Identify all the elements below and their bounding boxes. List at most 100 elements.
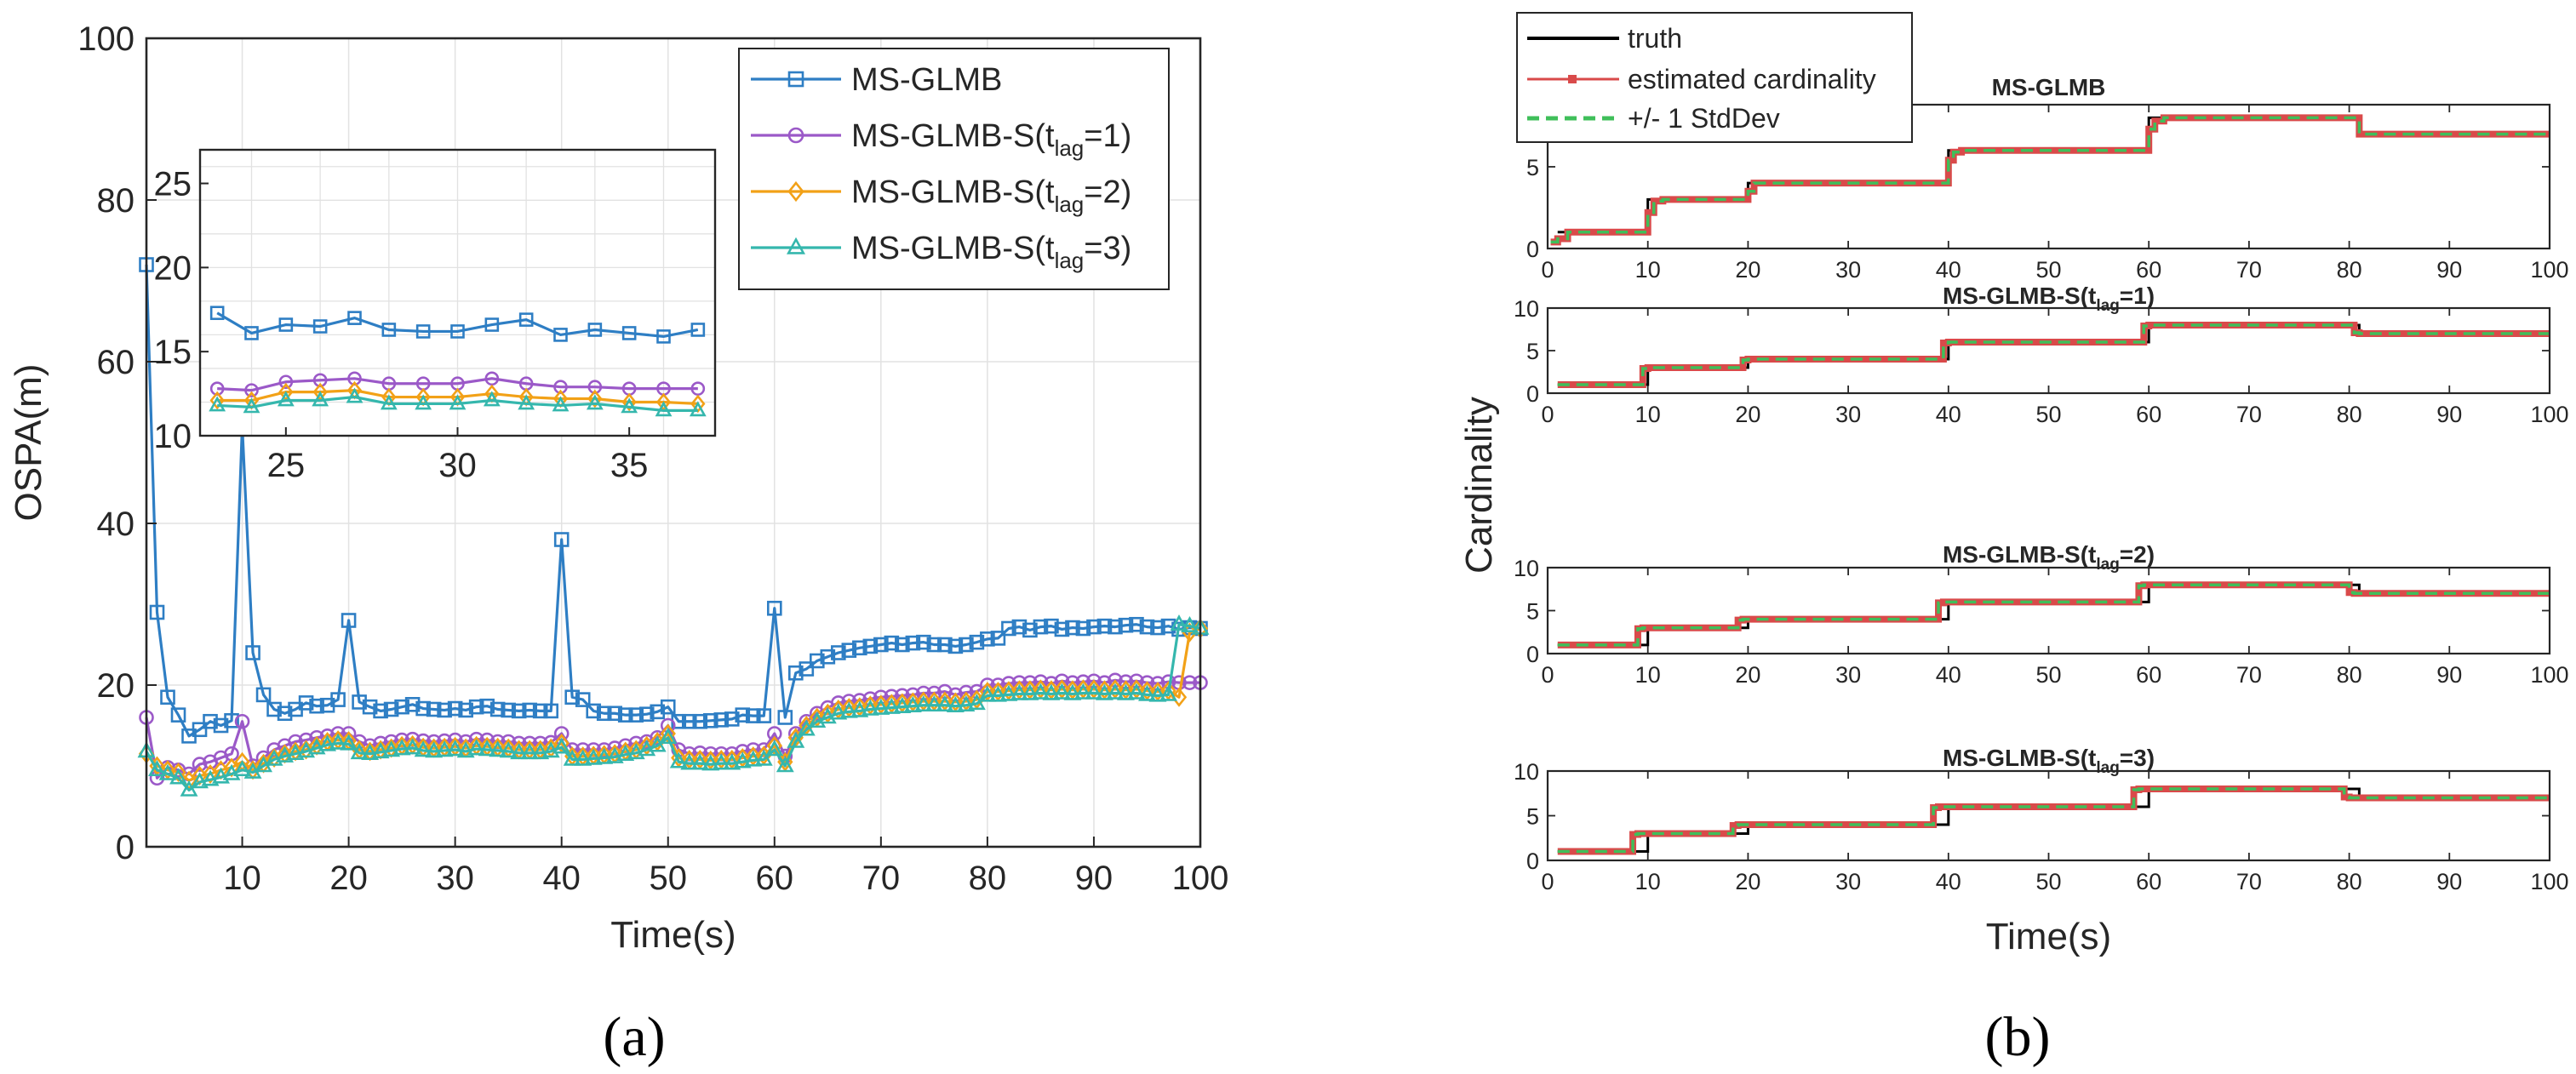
x-tick-label: 60 xyxy=(756,860,794,897)
data-point-ms_glmb xyxy=(980,631,995,647)
data-point-s3 xyxy=(924,695,943,712)
inset-data-point-s3 xyxy=(415,394,432,410)
x-tick-label: 90 xyxy=(2436,257,2462,283)
data-point-ms_glmb xyxy=(862,638,879,654)
x-tick-label: 50 xyxy=(2035,402,2061,427)
data-point-s1 xyxy=(234,713,250,729)
data-point-s3 xyxy=(957,695,976,712)
data-point-ms_glmb xyxy=(404,696,421,712)
data-point-s3 xyxy=(893,696,912,713)
data-point-ms_glmb xyxy=(330,692,346,707)
data-point-s2 xyxy=(1043,680,1060,700)
data-point-ms_glmb xyxy=(895,637,910,653)
x-tick-label: 50 xyxy=(2035,869,2061,894)
estimate-line xyxy=(1557,322,2550,388)
data-point-s3 xyxy=(839,701,858,718)
data-point-ms_glmb xyxy=(224,712,239,728)
data-point-ms_glmb xyxy=(564,689,581,706)
data-point-ms_glmb xyxy=(628,707,644,723)
inset-data-point-s3 xyxy=(483,391,501,407)
legend: truth estimated cardinality +/- 1 StdDev xyxy=(1516,12,1913,143)
data-point-ms_glmb xyxy=(852,640,867,656)
x-tick-label: 30 xyxy=(436,860,474,897)
data-point-ms_glmb xyxy=(1086,619,1102,635)
y-tick-label: 5 xyxy=(1526,339,1539,364)
data-point-s3 xyxy=(1170,614,1188,631)
data-point-s2 xyxy=(745,746,761,767)
data-point-s3 xyxy=(318,734,337,751)
inset-data-point-ms_glmb xyxy=(381,323,397,337)
data-point-s3 xyxy=(404,738,422,755)
inset-data-point-s3 xyxy=(621,397,638,414)
data-point-s3 xyxy=(1159,684,1177,701)
y-axis-label: Cardinality xyxy=(1458,397,1500,574)
x-tick-label: 100 xyxy=(1172,860,1229,897)
inset-data-point-s1 xyxy=(278,374,294,390)
inset-x-tick-label: 30 xyxy=(438,447,477,484)
data-point-ms_glmb xyxy=(501,702,516,718)
data-point-ms_glmb xyxy=(532,703,548,719)
data-point-s2 xyxy=(936,691,953,711)
data-point-s3 xyxy=(1181,615,1199,632)
data-point-ms_glmb xyxy=(543,703,558,719)
data-point-ms_glmb xyxy=(1129,616,1144,632)
inset-data-point-s3 xyxy=(346,387,364,403)
data-point-ms_glmb xyxy=(1011,619,1028,635)
cardinality-subplot-3: 0 10 20 30 40 50 60 70 80 90 100 0 5 10 MS-GLMB-S(tlag… xyxy=(1514,541,2569,688)
data-point-ms_glmb xyxy=(458,702,473,718)
x-tick-label: 0 xyxy=(1541,257,1554,283)
data-point-s3 xyxy=(605,746,624,763)
data-point-ms_glmb xyxy=(638,706,655,723)
x-tick-label: 100 xyxy=(2530,869,2568,894)
data-point-s3 xyxy=(988,685,1007,702)
data-point-s3 xyxy=(446,740,465,757)
inset-data-point-s3 xyxy=(380,394,398,410)
x-tick-label: 100 xyxy=(2530,402,2568,427)
inset-data-point-s2 xyxy=(587,389,603,408)
data-point-s3 xyxy=(1052,683,1071,700)
inset-data-point-s3 xyxy=(449,394,467,410)
data-point-s3 xyxy=(435,740,454,757)
data-point-ms_glmb xyxy=(160,689,175,706)
inset-data-point-s3 xyxy=(312,391,329,407)
inset-data-point-s3 xyxy=(209,396,226,412)
data-point-s3 xyxy=(818,707,837,724)
cardinality-subplot-4: 0 10 20 30 40 50 60 70 80 90 100 0 5 10 MS-GLMB-S(tlag… xyxy=(1514,745,2569,894)
y-tick-label: 40 xyxy=(97,506,135,543)
x-tick-label: 0 xyxy=(1541,402,1554,427)
data-point-ms_glmb xyxy=(926,637,942,653)
y-tick-label: 10 xyxy=(1514,556,1539,581)
data-point-s3 xyxy=(999,684,1018,701)
data-point-s3 xyxy=(329,733,347,750)
x-tick-label: 40 xyxy=(542,860,581,897)
data-point-s2 xyxy=(681,749,697,769)
data-point-ms_glmb xyxy=(713,712,730,728)
data-point-s2 xyxy=(766,735,782,756)
data-point-ms_glmb xyxy=(479,698,495,714)
x-tick-label: 100 xyxy=(2530,662,2568,688)
data-point-ms_glmb xyxy=(1022,622,1038,638)
series-s3 xyxy=(137,614,1210,797)
data-point-s3 xyxy=(265,749,283,766)
inset-data-point-s3 xyxy=(277,391,295,407)
data-point-ms_glmb xyxy=(298,695,314,711)
subplot-area xyxy=(1548,568,2550,654)
data-point-s3 xyxy=(286,744,305,761)
data-point-s3 xyxy=(371,742,390,759)
data-point-s2 xyxy=(1139,681,1155,701)
data-point-s2 xyxy=(873,694,890,715)
x-tick-label: 20 xyxy=(329,860,368,897)
y-tick-label: 5 xyxy=(1526,155,1539,180)
x-tick-label: 90 xyxy=(1075,860,1113,897)
data-point-s3 xyxy=(1042,683,1061,700)
inset-series-s1 xyxy=(209,371,706,397)
data-point-s3 xyxy=(1117,683,1135,700)
data-point-s3 xyxy=(1096,683,1113,700)
inset-series-line-s1 xyxy=(217,377,698,392)
legend-marker-ms_glmb xyxy=(787,71,804,88)
x-tick-label: 90 xyxy=(2436,869,2462,894)
data-point-s3 xyxy=(340,734,358,751)
y-tick-label: 0 xyxy=(1526,848,1539,874)
data-point-ms_glmb xyxy=(415,700,431,717)
